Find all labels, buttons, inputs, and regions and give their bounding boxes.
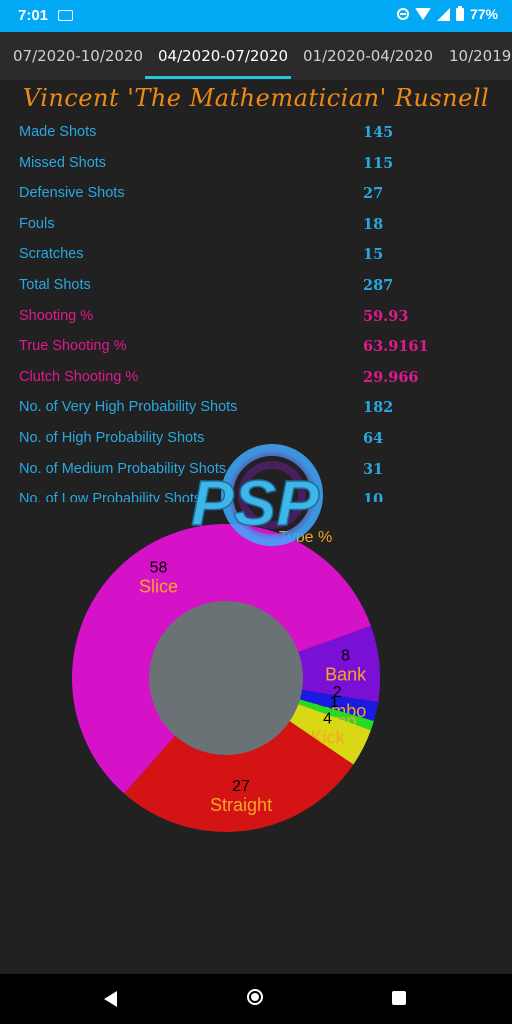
- keyboard-icon: [58, 10, 73, 21]
- stat-row: Defensive Shots 27: [0, 185, 512, 215]
- stat-row: Clutch Shooting % 29.966: [0, 369, 512, 399]
- slice-value: 8: [341, 648, 350, 665]
- stat-label: No. of High Probability Shots: [19, 430, 205, 446]
- active-tab-indicator: [145, 76, 291, 79]
- stat-label: No. of Medium Probability Shots: [19, 460, 227, 477]
- stat-value: 64: [363, 430, 384, 447]
- stat-value: 10: [363, 491, 384, 502]
- stat-row: Scratches 15: [0, 246, 512, 276]
- home-icon[interactable]: [247, 989, 263, 1005]
- stat-row: Fouls 18: [0, 216, 512, 246]
- stat-value: 15: [363, 246, 384, 264]
- stat-label: Shooting %: [19, 307, 94, 324]
- stat-label: No. of Very High Probability Shots: [19, 399, 238, 416]
- stat-value: 115: [363, 154, 394, 172]
- tab-01-2020-04-2020[interactable]: 01/2020-04/2020: [303, 47, 434, 65]
- stat-label: True Shooting %: [19, 338, 127, 355]
- stat-value: 29.966: [363, 368, 419, 386]
- stat-value: 182: [363, 399, 394, 417]
- donut-hole: [149, 601, 303, 755]
- player-name: Vincent 'The Mathematician' Rusnell: [22, 84, 490, 112]
- logo-text: PSP: [191, 467, 319, 539]
- stat-value: 59.93: [363, 307, 409, 325]
- recent-apps-icon[interactable]: [392, 991, 406, 1005]
- stat-row: Missed Shots 115: [0, 155, 512, 185]
- shot-type-chart: Shot Type %8Bank2Combo1Jump4Kick27Straig…: [71, 524, 380, 832]
- tab-07-2020-10-2020[interactable]: 07/2020-10/2020: [13, 47, 144, 65]
- stat-value: 31: [363, 460, 384, 478]
- status-icons: 77%: [396, 5, 498, 22]
- status-time: 7:01: [18, 7, 49, 24]
- stat-row: True Shooting % 63.9161: [0, 338, 512, 368]
- slice-value: 27: [232, 778, 250, 795]
- slice-label: Slice: [139, 577, 178, 597]
- stat-row: No. of Medium Probability Shots 31: [0, 461, 512, 491]
- signal-icon: [436, 7, 450, 21]
- psp-logo: PSP: [190, 444, 323, 546]
- tab-04-2020-07-2020[interactable]: 04/2020-07/2020: [158, 47, 289, 65]
- stat-value: 18: [363, 215, 384, 233]
- stat-row: Total Shots 287: [0, 277, 512, 307]
- tab-10-2019[interactable]: 10/2019-0: [449, 47, 512, 65]
- do-not-disturb-icon: [396, 8, 409, 20]
- slice-straight: [124, 678, 354, 832]
- stats-list[interactable]: Made Shots 145 Missed Shots 115 Defensive Sh…: [0, 118, 512, 502]
- stat-row: No. of Very High Probability Shots 182: [0, 399, 512, 429]
- stat-label: Clutch Shooting %: [19, 368, 139, 385]
- wifi-icon: [414, 8, 431, 20]
- stat-row: Made Shots 145: [0, 124, 512, 154]
- slice-label: Bank: [325, 665, 367, 685]
- slice-label: Straight: [210, 795, 272, 815]
- stat-label: Missed Shots: [19, 154, 107, 171]
- stat-value: 27: [363, 185, 384, 203]
- stat-value: 287: [363, 277, 394, 294]
- stat-row: No. of Low Probability Shots 10: [0, 491, 512, 502]
- back-icon[interactable]: [104, 991, 117, 1007]
- slice-value: 2: [333, 684, 342, 701]
- status-bar: 7:01 77%: [0, 0, 512, 32]
- stat-label: Made Shots: [19, 124, 97, 140]
- stat-label: Defensive Shots: [19, 185, 125, 202]
- battery-icon: [455, 5, 464, 21]
- stat-label: Total Shots: [19, 277, 91, 293]
- battery-percent: 77%: [469, 6, 498, 22]
- slice-value: 58: [150, 560, 168, 577]
- date-range-tabs: 07/2020-10/2020 04/2020-07/2020 01/2020-…: [0, 32, 512, 80]
- stat-label: Scratches: [19, 246, 84, 263]
- stat-value: 63.9161: [363, 338, 429, 356]
- stat-row: No. of High Probability Shots 64: [0, 430, 512, 460]
- stat-value: 145: [363, 124, 394, 141]
- slice-value: 4: [323, 711, 332, 728]
- stat-label: No. of Low Probability Shots: [19, 491, 202, 502]
- slice-value: 1: [330, 694, 339, 711]
- stat-label: Fouls: [19, 215, 55, 232]
- stat-row: Shooting % 59.93: [0, 308, 512, 338]
